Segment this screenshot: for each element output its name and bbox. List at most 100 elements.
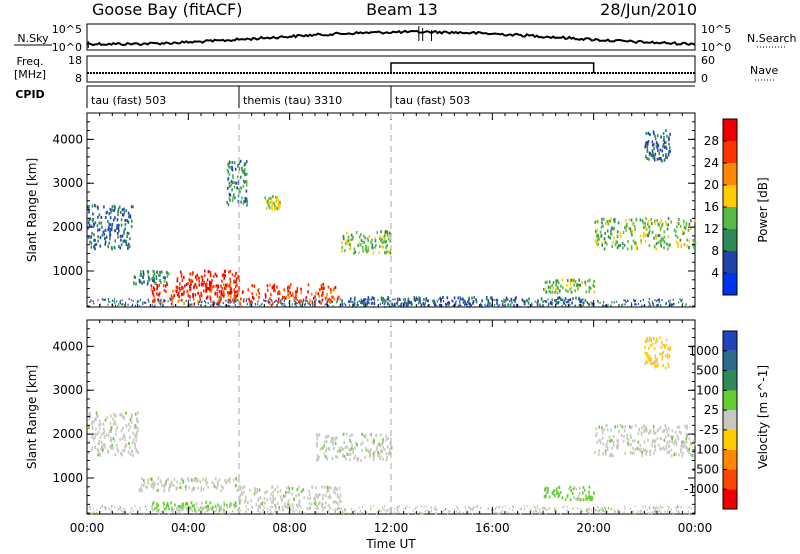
data-cell xyxy=(110,414,112,418)
data-cell xyxy=(295,292,297,296)
data-cell xyxy=(653,158,656,162)
data-cell xyxy=(675,225,678,229)
data-cell xyxy=(588,485,591,489)
data-cell xyxy=(192,271,194,275)
data-cell xyxy=(223,292,226,296)
data-cell xyxy=(673,440,676,444)
data-cell xyxy=(330,486,332,490)
data-cell xyxy=(551,298,553,301)
data-cell xyxy=(117,508,120,511)
data-cell xyxy=(314,496,316,500)
data-cell xyxy=(287,490,289,494)
data-cell xyxy=(633,225,636,228)
data-cell xyxy=(586,497,588,501)
data-cell xyxy=(348,304,351,307)
data-cell xyxy=(654,363,656,366)
data-cell xyxy=(259,496,262,499)
data-cell xyxy=(336,455,338,459)
data-cell xyxy=(108,300,110,303)
data-cell xyxy=(548,495,551,499)
data-cell xyxy=(221,508,223,511)
colorbar-tick-label: 1000 xyxy=(688,344,719,358)
data-cell xyxy=(213,482,215,486)
data-cell xyxy=(150,505,152,508)
data-cell xyxy=(667,247,669,251)
data-cell xyxy=(468,296,470,300)
data-cell xyxy=(376,231,379,235)
data-cell xyxy=(277,297,280,301)
data-cell xyxy=(214,272,217,276)
data-cell xyxy=(500,511,502,514)
data-cell xyxy=(382,440,385,444)
data-cell xyxy=(639,510,641,513)
data-cell xyxy=(636,247,639,250)
data-cell xyxy=(269,508,271,511)
data-cell xyxy=(658,152,660,156)
data-cell xyxy=(440,299,442,303)
data-cell xyxy=(669,299,671,302)
data-cell xyxy=(373,296,375,300)
data-cell xyxy=(598,438,601,442)
data-cell xyxy=(192,305,194,308)
data-cell xyxy=(579,305,581,308)
data-cell xyxy=(476,505,478,508)
data-cell xyxy=(110,427,113,431)
data-cell xyxy=(677,510,679,513)
data-cell xyxy=(158,272,161,276)
data-cell xyxy=(192,297,195,301)
data-cell xyxy=(502,304,504,307)
data-cell xyxy=(266,288,269,292)
data-cell xyxy=(464,506,466,509)
data-cell xyxy=(622,303,624,306)
data-cell xyxy=(514,511,516,514)
data-cell xyxy=(505,296,508,300)
data-cell xyxy=(260,303,262,306)
data-cell xyxy=(496,506,498,509)
data-cell xyxy=(295,303,297,306)
data-cell xyxy=(161,483,163,487)
data-cell xyxy=(417,302,419,305)
date-title: 28/Jun/2010 xyxy=(600,0,697,19)
data-cell xyxy=(640,431,643,435)
data-cell xyxy=(536,301,538,304)
data-cell xyxy=(306,507,308,511)
data-cell xyxy=(606,439,609,443)
velocity-colorbar: Velocity [m s^-1] 100050010025-25-100-50… xyxy=(684,330,770,510)
data-cell xyxy=(223,510,225,513)
data-cell xyxy=(656,142,659,146)
data-cell xyxy=(135,438,138,442)
data-cell xyxy=(306,299,308,302)
data-cell xyxy=(241,166,243,170)
data-cell xyxy=(480,507,482,510)
data-cell xyxy=(255,303,257,306)
data-cell xyxy=(692,238,695,242)
data-cell xyxy=(641,426,643,430)
data-cell xyxy=(156,292,158,296)
data-cell xyxy=(228,196,231,200)
data-cell xyxy=(462,301,464,304)
data-cell xyxy=(114,420,116,424)
data-cell xyxy=(120,243,123,247)
data-cell xyxy=(653,305,655,307)
data-cell xyxy=(562,506,564,509)
data-cell xyxy=(204,300,206,303)
data-cell xyxy=(360,239,363,242)
data-cell xyxy=(277,291,279,295)
data-cell xyxy=(154,281,157,285)
data-cell xyxy=(669,345,672,349)
data-cell xyxy=(576,507,578,510)
data-cell xyxy=(544,287,546,291)
x-tick-label: 12:00 xyxy=(374,521,409,535)
data-cell xyxy=(502,509,504,512)
data-cell xyxy=(555,488,558,492)
data-cell xyxy=(339,449,342,453)
data-cell xyxy=(181,292,183,296)
data-cell xyxy=(377,442,380,446)
data-cell xyxy=(613,509,615,512)
data-cell xyxy=(631,233,633,237)
data-cell xyxy=(210,507,213,511)
data-cell xyxy=(397,505,399,508)
data-cell xyxy=(341,300,343,303)
data-cell xyxy=(603,304,605,307)
data-cell xyxy=(330,289,333,293)
